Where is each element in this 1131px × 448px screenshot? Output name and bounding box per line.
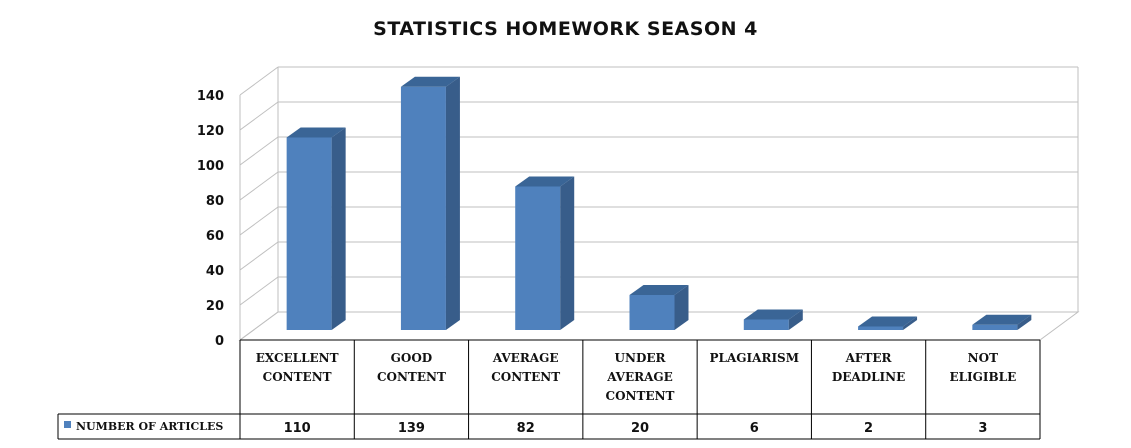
x-tick-label: EXCELLENT CONTENT	[256, 351, 339, 384]
data-label: 139	[398, 421, 425, 436]
legend-label: NUMBER OF ARTICLES	[76, 420, 223, 433]
bar-side	[445, 76, 460, 330]
gridline-side	[239, 276, 279, 306]
bar	[858, 326, 904, 330]
y-tick-label: 80	[206, 194, 224, 209]
gridline-side	[239, 206, 279, 236]
x-tick-label: AVERAGE CONTENT	[491, 351, 560, 384]
data-label: 6	[750, 421, 759, 436]
y-tick-label: 40	[206, 264, 224, 279]
bar	[286, 137, 332, 330]
bar-side	[331, 127, 346, 330]
bar-side	[1017, 314, 1032, 330]
x-tick-label: PLAGIARISM	[710, 351, 799, 365]
gridline-side	[239, 136, 279, 166]
data-label: 110	[284, 421, 311, 436]
gridline-side	[239, 241, 279, 271]
x-tick-label: NOT ELIGIBLE	[949, 351, 1016, 384]
gridline-side	[239, 171, 279, 201]
bar-side	[903, 316, 918, 330]
data-label: 2	[864, 421, 873, 436]
y-tick-label: 60	[206, 229, 224, 244]
y-tick-label: 100	[197, 159, 224, 174]
bar	[972, 324, 1018, 330]
data-label: 82	[517, 421, 535, 436]
x-tick-label: AFTER DEADLINE	[832, 351, 905, 384]
bar	[515, 186, 561, 330]
y-tick-label: 20	[206, 299, 224, 314]
x-tick-label: UNDER AVERAGE CONTENT	[606, 351, 675, 403]
bar	[629, 295, 675, 330]
y-tick-label: 0	[215, 334, 224, 349]
x-tick-label: GOOD CONTENT	[377, 351, 446, 384]
gridline-side	[239, 101, 279, 131]
y-tick-label: 140	[197, 89, 224, 104]
gridline-side	[239, 66, 279, 96]
data-label: 20	[631, 421, 649, 436]
data-label: 3	[978, 421, 987, 436]
bar-side	[674, 285, 689, 330]
chart-title: STATISTICS HOMEWORK SEASON 4	[373, 18, 758, 40]
bar	[400, 86, 446, 330]
bar-top	[400, 76, 460, 87]
bar-top	[286, 127, 346, 138]
bar-top	[743, 309, 803, 320]
y-tick-label: 120	[197, 124, 224, 139]
bar-top	[515, 176, 575, 187]
bar	[743, 319, 789, 330]
bar-side	[788, 309, 803, 330]
bar-top	[629, 285, 689, 295]
legend-key	[64, 421, 71, 428]
bar-top	[972, 314, 1032, 325]
bar-side	[560, 176, 575, 330]
bar-top	[858, 316, 918, 327]
